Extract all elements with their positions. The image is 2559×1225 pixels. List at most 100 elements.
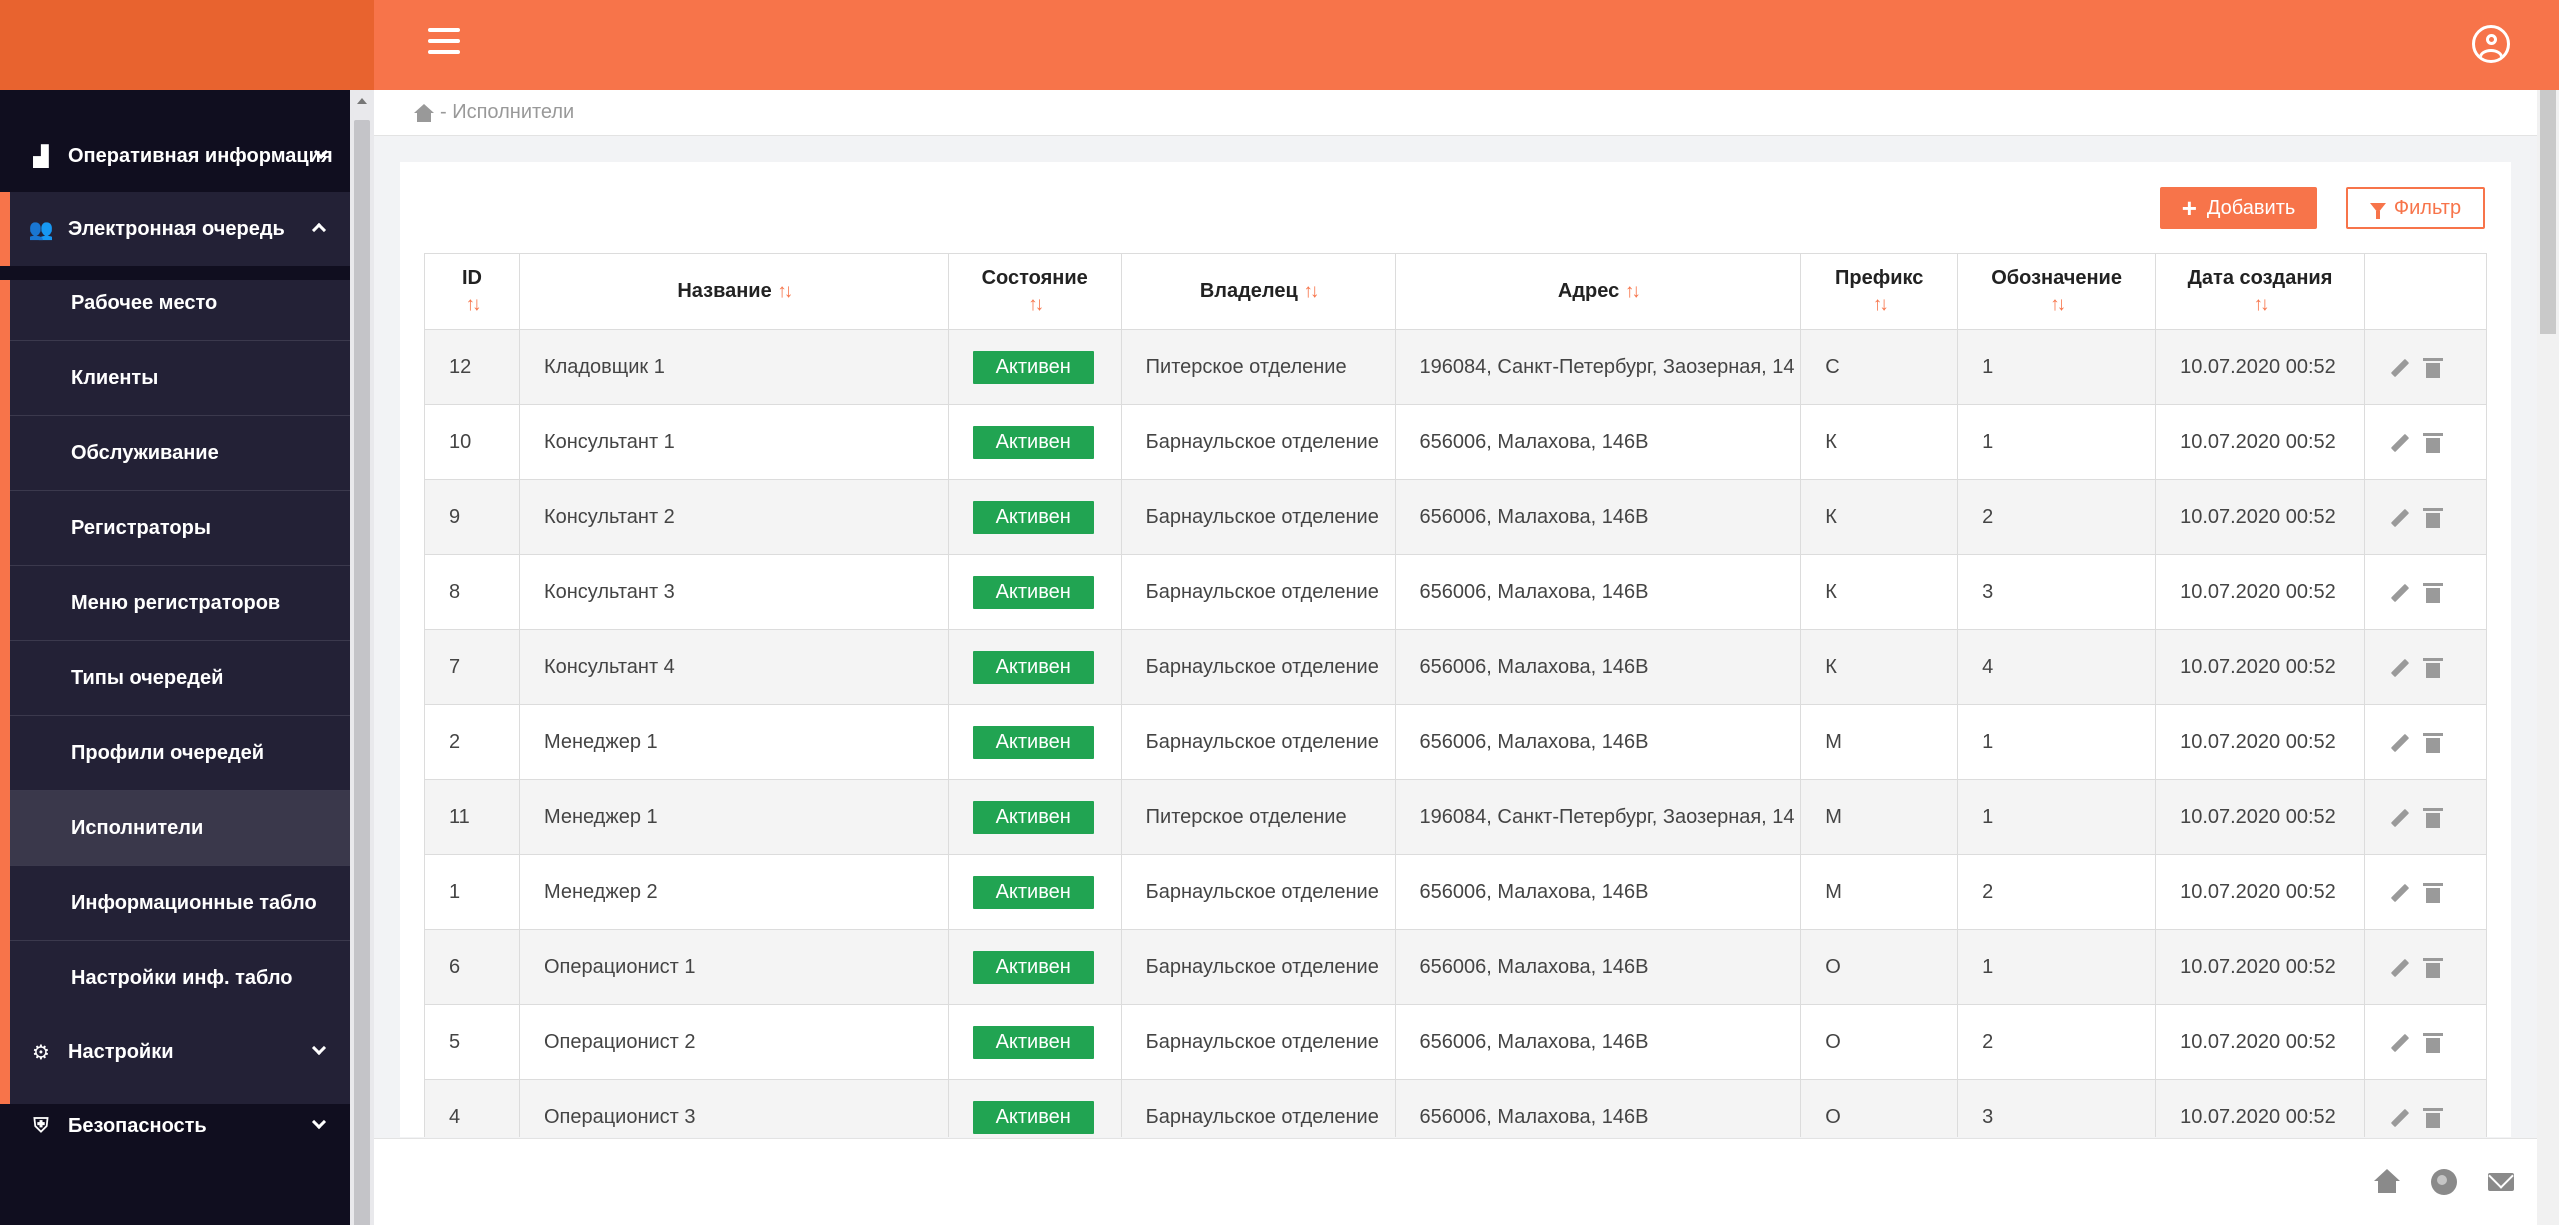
sidebar-item-registrators[interactable]: Регистраторы [10, 491, 350, 566]
table-row[interactable]: 1 Менеджер 2 Активен Барнаульское отделение… [424, 854, 2488, 930]
trash-icon[interactable] [2422, 882, 2443, 903]
table-row[interactable]: 4 Операционист 3 Активен Барнаульское отдел… [424, 1079, 2488, 1137]
sidebar-item-info-boards[interactable]: Информационные табло [10, 866, 350, 941]
trash-icon[interactable] [2422, 582, 2443, 603]
col-address[interactable]: Адрес ↑↓ [1394, 253, 1802, 330]
trash-icon[interactable] [2422, 807, 2443, 828]
pencil-icon[interactable] [2390, 1033, 2410, 1052]
col-designation[interactable]: Обозначение ↑↓ [1957, 253, 2157, 330]
cell-prefix: С [1800, 329, 1959, 405]
cell-text: 656006, Малахова, 146В [1419, 1106, 1649, 1128]
trash-icon[interactable] [2422, 507, 2443, 528]
sidebar-scrollbar[interactable] [350, 90, 374, 1225]
col-label: Состояние [981, 267, 1088, 289]
sidebar-item-info-board-settings[interactable]: Настройки инф. табло [10, 941, 350, 1016]
cell-actions [2363, 479, 2488, 555]
hamburger-icon[interactable] [428, 28, 460, 60]
sidebar-item-security[interactable]: ⛨ Безопасность [0, 1089, 350, 1163]
sidebar-item-executors[interactable]: Исполнители [10, 791, 350, 866]
page-scrollbar[interactable] [2537, 90, 2559, 1225]
sidebar-item-label: Электронная очередь [68, 217, 285, 240]
home-icon[interactable] [2374, 1169, 2400, 1195]
sidebar-item-label: Настройки инф. табло [71, 967, 293, 989]
top-bar [0, 0, 2559, 90]
trash-icon[interactable] [2422, 1107, 2443, 1128]
table-row[interactable]: 12 Кладовщик 1 Активен Питерское отделение 1… [424, 329, 2488, 405]
cell-status: Активен [947, 629, 1122, 705]
trash-icon[interactable] [2422, 657, 2443, 678]
cell-address: 656006, Малахова, 146В [1394, 554, 1802, 630]
pencil-icon[interactable] [2390, 958, 2410, 977]
cell-created: 10.07.2020 00:52 [2155, 1004, 2365, 1080]
sort-icon[interactable]: ↑↓ [1624, 281, 1641, 302]
cell-designation: 1 [1957, 929, 2157, 1005]
cell-actions [2363, 779, 2488, 855]
user-circle-icon[interactable] [2472, 25, 2510, 63]
trash-icon[interactable] [2422, 1032, 2443, 1053]
cell-id: 9 [424, 479, 520, 555]
pencil-icon[interactable] [2390, 658, 2410, 677]
cell-text: 10.07.2020 00:52 [2180, 656, 2336, 678]
col-status[interactable]: Состояние ↑↓ [947, 253, 1122, 330]
sort-icon[interactable]: ↑↓ [465, 294, 481, 315]
table-row[interactable]: 11 Менеджер 1 Активен Питерское отделение 19… [424, 779, 2488, 855]
cell-text: 6 [449, 956, 461, 978]
sort-icon[interactable]: ↑↓ [2253, 294, 2270, 315]
sidebar-item-service[interactable]: Обслуживание [10, 416, 350, 491]
sort-icon[interactable]: ↑↓ [1028, 294, 1044, 315]
pencil-icon[interactable] [2390, 883, 2410, 902]
sort-icon[interactable]: ↑↓ [777, 281, 793, 302]
table-row[interactable]: 2 Менеджер 1 Активен Барнаульское отделение… [424, 704, 2488, 780]
pencil-icon[interactable] [2390, 358, 2410, 377]
sort-icon[interactable]: ↑↓ [1303, 281, 1319, 302]
sidebar-item-electronic-queue[interactable]: 👥 Электронная очередь [0, 192, 350, 266]
table-row[interactable]: 9 Консультант 2 Активен Барнаульское отделе… [424, 479, 2488, 555]
sort-icon[interactable]: ↑↓ [1872, 294, 1889, 315]
sidebar-item-workplace[interactable]: Рабочее место [10, 266, 350, 341]
sidebar-item-clients[interactable]: Клиенты [10, 341, 350, 416]
col-id[interactable]: ID ↑↓ [424, 253, 520, 330]
trash-icon[interactable] [2422, 732, 2443, 753]
mail-icon[interactable] [2488, 1173, 2514, 1191]
home-icon[interactable] [414, 103, 434, 122]
col-owner[interactable]: Владелец ↑↓ [1120, 253, 1396, 330]
col-name[interactable]: Название ↑↓ [518, 253, 949, 330]
status-badge: Активен [972, 1100, 1094, 1134]
sidebar-item-operative-info[interactable]: ▟ Оперативная информация [0, 119, 350, 193]
sidebar: ▟ Оперативная информация 👥 Электронная о… [0, 90, 350, 1225]
add-button[interactable]: + Добавить [2160, 187, 2317, 229]
col-created[interactable]: Дата создания ↑↓ [2155, 253, 2365, 330]
cell-designation: 3 [1957, 1079, 2157, 1137]
cell-created: 10.07.2020 00:52 [2155, 1079, 2365, 1137]
pencil-icon[interactable] [2390, 733, 2410, 752]
table-row[interactable]: 6 Операционист 1 Активен Барнаульское отдел… [424, 929, 2488, 1005]
trash-icon[interactable] [2422, 357, 2443, 378]
globe-icon[interactable] [2431, 1169, 2457, 1195]
pencil-icon[interactable] [2390, 508, 2410, 527]
cell-owner: Барнаульское отделение [1120, 1079, 1396, 1137]
cell-text: 196084, Санкт-Петербург, Заозерная, 14 [1419, 806, 1795, 828]
table-row[interactable]: 5 Операционист 2 Активен Барнаульское отдел… [424, 1004, 2488, 1080]
trash-icon[interactable] [2422, 957, 2443, 978]
sidebar-item-label: Оперативная информация [68, 144, 333, 167]
pencil-icon[interactable] [2390, 583, 2410, 602]
filter-button[interactable]: Фильтр [2346, 187, 2485, 229]
table-row[interactable]: 10 Консультант 1 Активен Барнаульское отдел… [424, 404, 2488, 480]
pencil-icon[interactable] [2390, 1108, 2410, 1127]
sort-icon[interactable]: ↑↓ [2050, 294, 2066, 315]
sidebar-item-settings[interactable]: ⚙ Настройки [0, 1015, 350, 1089]
col-prefix[interactable]: Префикс ↑↓ [1800, 253, 1959, 330]
cell-address: 196084, Санкт-Петербург, Заозерная, 14 [1394, 329, 1802, 405]
sidebar-item-queue-profiles[interactable]: Профили очередей [10, 716, 350, 791]
cell-text: К [1825, 431, 1837, 453]
pencil-icon[interactable] [2390, 433, 2410, 452]
sidebar-item-registrator-menu[interactable]: Меню регистраторов [10, 566, 350, 641]
pencil-icon[interactable] [2390, 808, 2410, 827]
cell-name: Консультант 1 [518, 404, 949, 480]
col-actions [2363, 253, 2488, 330]
table-row[interactable]: 8 Консультант 3 Активен Барнаульское отделе… [424, 554, 2488, 630]
sidebar-item-queue-types[interactable]: Типы очередей [10, 641, 350, 716]
cell-actions [2363, 929, 2488, 1005]
trash-icon[interactable] [2422, 432, 2443, 453]
table-row[interactable]: 7 Консультант 4 Активен Барнаульское отделе… [424, 629, 2488, 705]
